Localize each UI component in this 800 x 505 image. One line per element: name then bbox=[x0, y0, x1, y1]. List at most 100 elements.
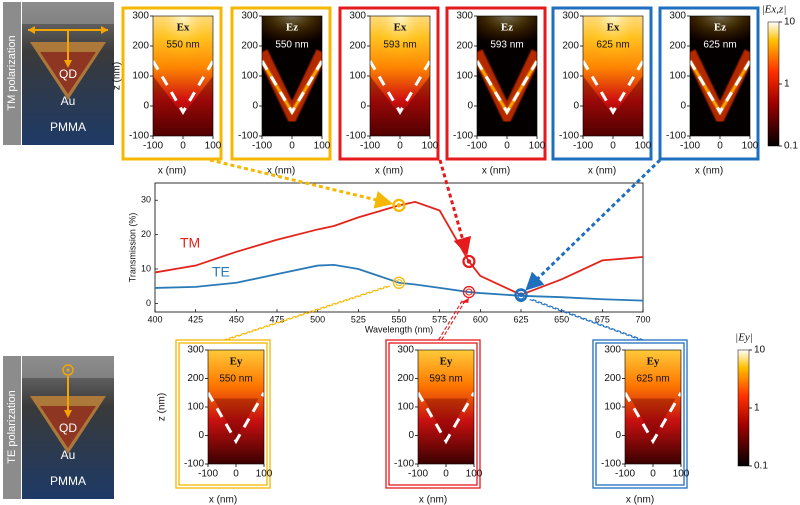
wavelength-label: 593 nm bbox=[383, 40, 416, 51]
x-tick-label: 0 bbox=[610, 141, 616, 152]
schematic-te: TE polarization QD Au PMMA bbox=[3, 356, 114, 499]
pointer-arrowhead bbox=[460, 298, 469, 303]
field-map bbox=[418, 350, 474, 464]
y-axis-label: Transmission (%) bbox=[127, 213, 137, 283]
x-tick-label: 0 bbox=[233, 469, 239, 480]
field-edge-glow bbox=[477, 49, 537, 129]
x-tick-label: -100 bbox=[252, 141, 272, 152]
z-tick-label: -100 bbox=[666, 131, 686, 142]
panel-frame-inner bbox=[595, 342, 685, 486]
tip-outline bbox=[418, 393, 474, 441]
field-glow bbox=[477, 16, 537, 52]
z-tick-label: 300 bbox=[456, 11, 473, 22]
x-tick-label: 100 bbox=[314, 141, 331, 152]
z-tick-label: 0 bbox=[615, 430, 621, 441]
te-highlight-inner bbox=[395, 279, 403, 287]
colorbar-label: |Ey| bbox=[735, 332, 753, 344]
x-tick-label: 550 bbox=[391, 314, 406, 324]
x-tick-label: 100 bbox=[529, 141, 546, 152]
field-label: Ey bbox=[647, 356, 660, 368]
field-edge-glow bbox=[690, 49, 750, 129]
tm-highlight bbox=[392, 198, 406, 212]
x-axis-label: x (nm) bbox=[588, 166, 616, 177]
tm-highlight bbox=[462, 254, 476, 269]
field-map bbox=[625, 350, 681, 464]
field-map bbox=[370, 16, 430, 136]
wavelength-label: 550 nm bbox=[166, 40, 199, 51]
au-label: Au bbox=[61, 94, 76, 108]
z-tick-label: -100 bbox=[238, 131, 258, 142]
pointer-arrow bbox=[525, 158, 662, 291]
z-tick-label: 300 bbox=[669, 11, 686, 22]
x-tick-label: 0 bbox=[650, 469, 656, 480]
pointer-arrow bbox=[527, 298, 641, 341]
x-axis-label: Wavelength (nm) bbox=[365, 324, 433, 334]
z-tick-label: -100 bbox=[394, 459, 414, 470]
x-axis-label: x (nm) bbox=[695, 166, 723, 177]
colorbar-tick-label: 1 bbox=[784, 79, 790, 90]
wavelength-label: 550 nm bbox=[219, 374, 252, 385]
z-tick-label: 200 bbox=[349, 41, 366, 52]
x-axis-label: x (nm) bbox=[419, 495, 447, 505]
z-tick-label: 0 bbox=[143, 101, 149, 112]
field-shadow bbox=[153, 76, 213, 136]
z-tick-label: -100 bbox=[129, 131, 149, 142]
colorbar-tick-label: 0.1 bbox=[754, 461, 768, 472]
x-tick-label: 100 bbox=[466, 469, 483, 480]
x-tick-label: 575 bbox=[432, 314, 447, 324]
x-tick-label: 700 bbox=[635, 314, 650, 324]
qd-label: QD bbox=[59, 67, 77, 81]
te-highlight-inner bbox=[465, 288, 473, 296]
field-glow bbox=[583, 16, 643, 94]
x-axis-label: x (nm) bbox=[626, 495, 654, 505]
x-tick-label: 475 bbox=[269, 314, 284, 324]
colorbar bbox=[767, 21, 780, 147]
x-tick-label: 650 bbox=[554, 314, 569, 324]
field-label: Ey bbox=[440, 356, 453, 368]
x-tick-label: 0 bbox=[717, 141, 723, 152]
wavelength-label: 593 nm bbox=[490, 40, 523, 51]
tm-highlight-dot bbox=[396, 203, 402, 208]
z-tick-label: 100 bbox=[669, 71, 686, 82]
qd-layer bbox=[40, 52, 96, 94]
field-shadow bbox=[583, 76, 643, 136]
x-tick-label: 0 bbox=[397, 141, 403, 152]
z-tick-label: -100 bbox=[346, 131, 366, 142]
field-shadow bbox=[213, 398, 259, 439]
series-line bbox=[155, 263, 643, 302]
wavelength-label: 625 nm bbox=[596, 40, 629, 51]
z-tick-label: 0 bbox=[573, 101, 579, 112]
x-tick-label: -100 bbox=[615, 469, 635, 480]
field-map bbox=[583, 16, 643, 136]
x-tick-label: 100 bbox=[635, 141, 652, 152]
x-tick-label: -100 bbox=[143, 141, 163, 152]
field-label: Ey bbox=[230, 356, 243, 368]
field-map bbox=[690, 16, 750, 136]
pol-dot bbox=[66, 368, 70, 372]
x-tick-label: 400 bbox=[147, 314, 162, 324]
x-tick-label: -100 bbox=[680, 141, 700, 152]
x-tick-label: 0 bbox=[180, 141, 186, 152]
colorbar bbox=[737, 349, 750, 467]
field-glow bbox=[690, 16, 750, 52]
series-name: TE bbox=[212, 264, 230, 280]
colorbar-tick-label: 10 bbox=[754, 345, 766, 356]
polarization-label: TM polarization bbox=[6, 35, 18, 110]
field-label: Ez bbox=[286, 22, 298, 34]
tip-outline bbox=[153, 61, 213, 112]
tip-outline bbox=[370, 61, 430, 112]
qd-layer bbox=[40, 406, 96, 448]
field-edge-glow bbox=[262, 49, 322, 129]
y-tick-label: 10 bbox=[141, 263, 151, 273]
pmma-label: PMMA bbox=[50, 120, 86, 134]
top-layer bbox=[22, 2, 114, 24]
polarization-label: TE polarization bbox=[6, 390, 18, 463]
x-tick-label: -100 bbox=[573, 141, 593, 152]
colorbar-label: |Ex,z| bbox=[762, 4, 787, 16]
x-tick-label: -100 bbox=[467, 141, 487, 152]
z-tick-label: 200 bbox=[456, 41, 473, 52]
z-tick-label: 200 bbox=[397, 373, 414, 384]
x-tick-label: 100 bbox=[422, 141, 439, 152]
label-bar bbox=[3, 2, 21, 145]
